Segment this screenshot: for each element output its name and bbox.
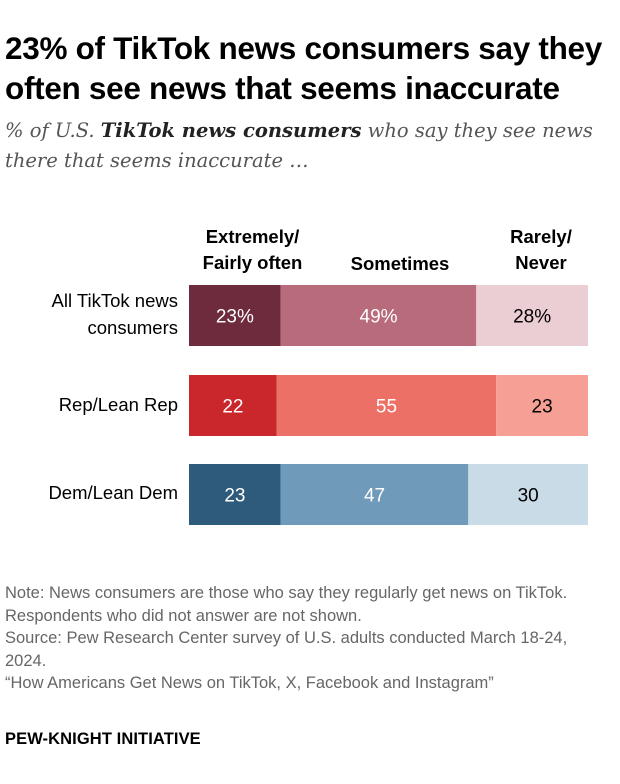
row-label-dem-lean-dem: Dem/Lean Dem [48,482,178,503]
subtitle-prefix: % of U.S. [5,119,101,142]
subtitle-emphasis: TikTok news consumers [100,119,362,142]
legend-rarely-never: Rarely/ Never [510,226,572,273]
subtitle-suffix: who say they see news there that seems i… [5,119,593,172]
report-title: “How Americans Get News on TikTok, X, Fa… [5,674,494,692]
footnote: Note: News consumers are those who say t… [5,582,610,695]
data-label-all-tiktok-rarely-never: 28% [513,307,551,328]
data-label-rep-lean-rep-sometimes: 55 [376,397,397,418]
legend-sometimes: Sometimes [350,253,450,274]
chart-subtitle: % of U.S. TikTok news consumers who say … [5,116,615,176]
pew-knight-logo: PEW-KNIGHT INITIATIVE [5,730,201,748]
data-label-dem-lean-dem-extremely-fairly-often: 23 [224,486,245,507]
data-label-dem-lean-dem-sometimes: 47 [364,486,385,507]
bar-rep-lean-rep-sometimes [276,375,497,436]
data-label-rep-lean-rep-rarely-never: 23 [532,397,553,418]
bar-dem-lean-dem-sometimes [280,464,469,525]
bar-rep-lean-rep-extremely-fairly-often [189,375,277,436]
bar-all-tiktok-sometimes [280,285,477,346]
bar-all-tiktok-extremely-fairly-often [189,285,281,346]
bar-rep-lean-rep-rarely-never [496,375,588,436]
note-text: Note: News consumers are those who say t… [5,584,568,625]
source-text: Source: Pew Research Center survey of U.… [5,629,568,670]
chart-title: 23% of TikTok news consumers say they of… [5,30,602,106]
row-label-rep-lean-rep: Rep/Lean Rep [58,394,178,415]
data-label-rep-lean-rep-extremely-fairly-often: 22 [222,397,243,418]
row-label-all-tiktok: All TikTok news consumers [51,290,178,338]
bar-dem-lean-dem-extremely-fairly-often [189,464,281,525]
legend-extremely-fairly-often: Extremely/ Fairly often [202,226,303,273]
bar-all-tiktok-rarely-never [476,285,588,346]
data-label-dem-lean-dem-rarely-never: 30 [518,486,539,507]
bar-dem-lean-dem-rarely-never [468,464,588,525]
data-label-all-tiktok-extremely-fairly-often: 23% [216,307,254,328]
data-label-all-tiktok-sometimes: 49% [360,307,398,328]
